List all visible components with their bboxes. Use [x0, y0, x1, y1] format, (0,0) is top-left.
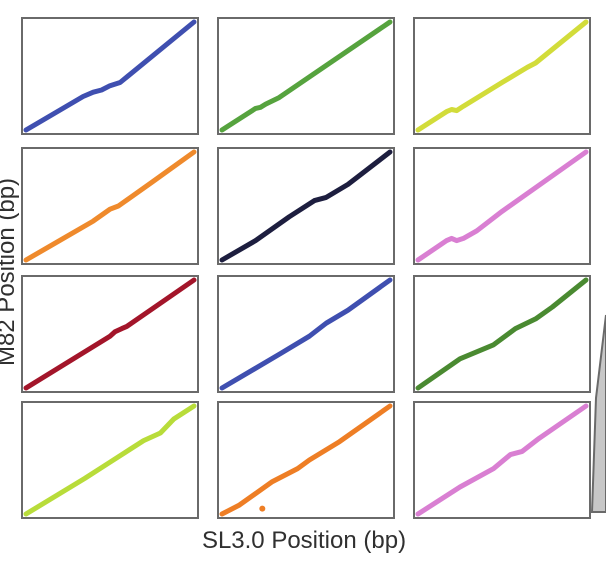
- panel-r2-c2: [217, 147, 395, 265]
- alignment-series: [23, 19, 197, 133]
- alignment-series: [415, 149, 589, 263]
- alignment-series: [23, 149, 197, 263]
- alignment-series: [415, 403, 589, 517]
- panel-r4-c1: [21, 401, 199, 519]
- alignment-series: [415, 19, 589, 133]
- alignment-series: [415, 277, 589, 391]
- alignment-series: [23, 277, 197, 391]
- partial-gray-shape: [590, 314, 606, 513]
- outlier-point: [259, 505, 266, 512]
- panel-r1-c3: [413, 17, 591, 135]
- alignment-series: [219, 277, 393, 391]
- panel-r3-c2: [217, 275, 395, 393]
- alignment-series: [219, 403, 393, 517]
- y-axis-label: M82 Position (bp): [0, 178, 20, 366]
- panel-r1-c2: [217, 17, 395, 135]
- panel-r3-c1: [21, 275, 199, 393]
- panel-r1-c1: [21, 17, 199, 135]
- panel-r2-c1: [21, 147, 199, 265]
- x-axis-label: SL3.0 Position (bp): [202, 527, 406, 554]
- panel-r3-c3: [413, 275, 591, 393]
- panel-grid: [21, 17, 591, 519]
- alignment-series: [219, 149, 393, 263]
- panel-r2-c3: [413, 147, 591, 265]
- alignment-series: [219, 19, 393, 133]
- panel-r4-c3: [413, 401, 591, 519]
- alignment-series: [23, 403, 197, 517]
- panel-r4-c2: [217, 401, 395, 519]
